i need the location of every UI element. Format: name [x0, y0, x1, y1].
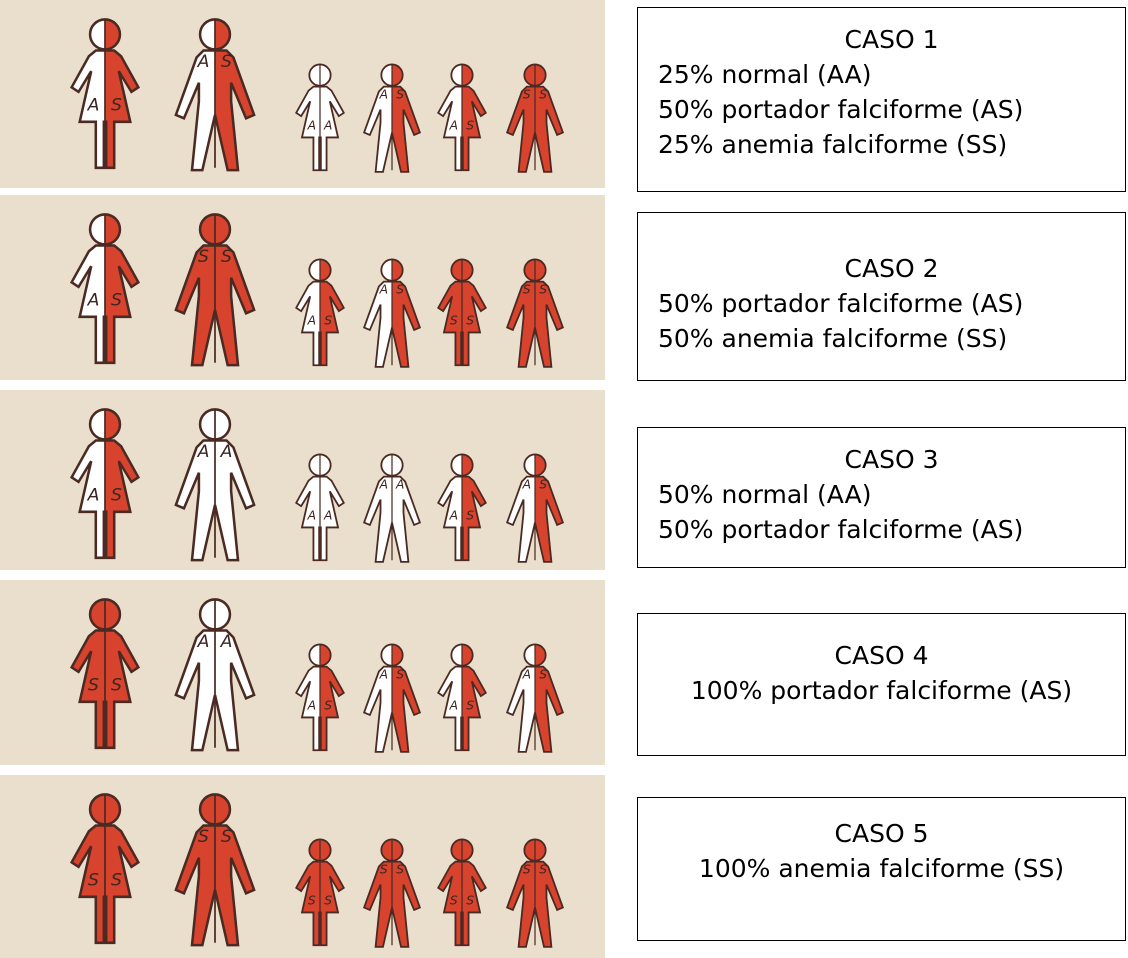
pedigree-figures: ASASAAASASSSASSSASASSSSSASAAAAAAASASSSAA…	[0, 0, 610, 958]
allele-label: A	[323, 118, 332, 132]
allele-label: S	[221, 247, 232, 267]
allele-label: A	[307, 698, 316, 712]
allele-label: S	[198, 247, 209, 267]
allele-label: S	[380, 862, 388, 876]
allele-label: A	[220, 442, 233, 462]
allele-label: S	[539, 862, 547, 876]
case-line: 50% portador falciforme (AS)	[658, 92, 1125, 127]
allele-label: A	[197, 52, 210, 72]
allele-label: S	[88, 871, 99, 891]
case-title: CASO 1	[658, 22, 1125, 57]
allele-label: S	[466, 313, 474, 327]
allele-label: S	[466, 118, 474, 132]
allele-label: A	[449, 698, 458, 712]
allele-label: A	[522, 477, 531, 491]
allele-label: S	[111, 96, 122, 116]
allele-label: S	[111, 676, 122, 696]
page: ASASAAASASSSASSSASASSSSSASAAAAAAASASSSAA…	[0, 0, 1128, 958]
allele-label: S	[111, 291, 122, 311]
allele-label: S	[396, 87, 404, 101]
allele-label: A	[197, 632, 210, 652]
case-line: 50% normal (AA)	[658, 477, 1125, 512]
allele-label: A	[522, 667, 531, 681]
allele-label: A	[449, 118, 458, 132]
allele-label: S	[539, 282, 547, 296]
allele-label: A	[379, 282, 388, 296]
allele-label: S	[466, 893, 474, 907]
allele-label: S	[523, 282, 531, 296]
allele-label: S	[396, 282, 404, 296]
case-line: 50% anemia falciforme (SS)	[658, 321, 1125, 356]
allele-label: S	[111, 871, 122, 891]
case-box: CASO 125% normal (AA)50% portador falcif…	[637, 7, 1126, 192]
allele-label: A	[323, 508, 332, 522]
allele-label: S	[324, 893, 332, 907]
allele-label: S	[539, 87, 547, 101]
allele-label: A	[307, 313, 316, 327]
case-title: CASO 5	[638, 816, 1125, 851]
case-line: 100% anemia falciforme (SS)	[638, 851, 1125, 886]
allele-label: A	[379, 87, 388, 101]
allele-label: S	[221, 52, 232, 72]
allele-label: S	[450, 893, 458, 907]
allele-label: S	[523, 862, 531, 876]
allele-label: S	[308, 893, 316, 907]
allele-label: S	[396, 862, 404, 876]
case-title: CASO 2	[658, 251, 1125, 286]
allele-label: A	[449, 508, 458, 522]
allele-label: A	[379, 477, 388, 491]
allele-label: S	[450, 313, 458, 327]
allele-label: S	[539, 667, 547, 681]
allele-label: S	[466, 698, 474, 712]
allele-label: A	[307, 118, 316, 132]
allele-label: S	[88, 676, 99, 696]
case-box: CASO 350% normal (AA)50% portador falcif…	[637, 427, 1126, 568]
allele-label: S	[111, 486, 122, 506]
allele-label: S	[523, 87, 531, 101]
case-line: 100% portador falciforme (AS)	[638, 673, 1125, 708]
case-line: 50% portador falciforme (AS)	[658, 286, 1125, 321]
allele-label: S	[324, 313, 332, 327]
case-line: 25% normal (AA)	[658, 57, 1125, 92]
case-title: CASO 4	[638, 638, 1125, 673]
allele-label: A	[395, 477, 404, 491]
allele-label: S	[198, 827, 209, 847]
allele-label: A	[87, 486, 100, 506]
case-box: CASO 250% portador falciforme (AS)50% an…	[637, 212, 1126, 381]
allele-label: A	[197, 442, 210, 462]
allele-label: S	[539, 477, 547, 491]
allele-label: A	[220, 632, 233, 652]
allele-label: A	[307, 508, 316, 522]
case-title: CASO 3	[658, 442, 1125, 477]
allele-label: S	[324, 698, 332, 712]
allele-label: A	[379, 667, 388, 681]
allele-label: A	[87, 96, 100, 116]
allele-label: S	[221, 827, 232, 847]
case-line: 25% anemia falciforme (SS)	[658, 127, 1125, 162]
allele-label: A	[87, 291, 100, 311]
allele-label: S	[396, 667, 404, 681]
allele-label: S	[466, 508, 474, 522]
case-line: 50% portador falciforme (AS)	[658, 512, 1125, 547]
